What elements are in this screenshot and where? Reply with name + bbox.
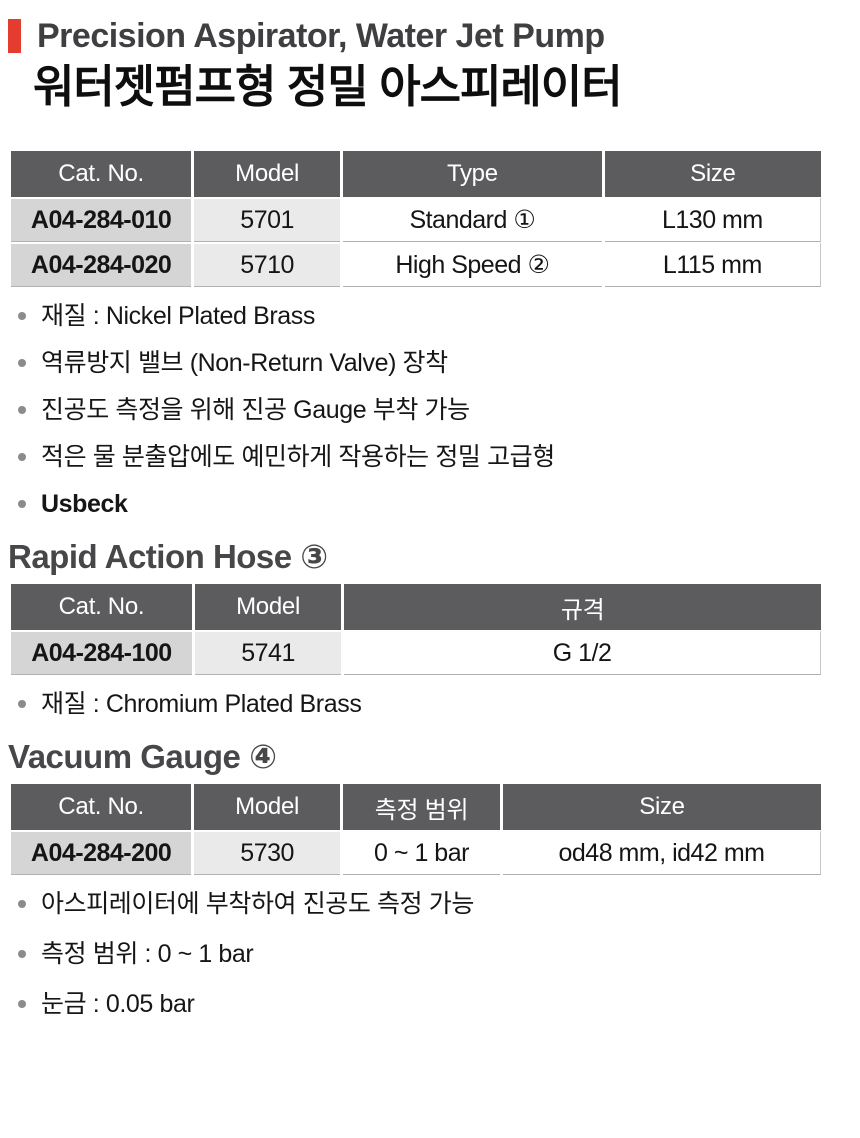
- cat-no-cell: A04-284-200: [11, 830, 192, 875]
- gauge-section-title: Vacuum Gauge ④: [8, 738, 277, 775]
- column-header-size: Size: [502, 784, 821, 830]
- table-row: A04-284-020 5710 High Speed ② L115 mm: [11, 242, 821, 287]
- page-header: Precision Aspirator, Water Jet Pump: [8, 16, 824, 56]
- list-item: 아스피레이터에 부착하여 진공도 측정 가능: [18, 890, 824, 918]
- list-item: 진공도 측정을 위해 진공 Gauge 부착 가능: [18, 396, 824, 424]
- size-cell: L130 mm: [604, 197, 821, 242]
- model-cell: 5710: [194, 242, 340, 287]
- spec-cell: G 1/2: [344, 630, 821, 675]
- aspirator-feature-list: 재질 : Nickel Plated Brass 역류방지 밸브 (Non-Re…: [8, 302, 824, 518]
- accent-bar: [8, 19, 21, 53]
- column-header-model: Model: [194, 784, 340, 830]
- cat-no-cell: A04-284-020: [11, 242, 192, 287]
- list-item: 재질 : Chromium Plated Brass: [18, 690, 824, 718]
- model-cell: 5741: [194, 630, 342, 675]
- type-cell: Standard ①: [343, 197, 602, 242]
- table-header-row: Cat. No. Model Type Size: [11, 151, 821, 197]
- list-item: 측정 범위 : 0 ~ 1 bar: [18, 940, 824, 968]
- aspirator-spec-table: Cat. No. Model Type Size A04-284-010 570…: [8, 151, 824, 287]
- column-header-model: Model: [194, 584, 342, 630]
- column-header-cat-no: Cat. No.: [11, 584, 192, 630]
- model-cell: 5730: [194, 830, 340, 875]
- column-header-spec: 규격: [344, 584, 821, 630]
- list-item: 역류방지 밸브 (Non-Return Valve) 장착: [18, 349, 824, 377]
- hose-section-title: Rapid Action Hose ③: [8, 538, 328, 575]
- page-title-english: Precision Aspirator, Water Jet Pump: [37, 17, 605, 55]
- cat-no-cell: A04-284-100: [11, 630, 192, 675]
- table-header-row: Cat. No. Model 측정 범위 Size: [11, 784, 821, 830]
- column-header-model: Model: [194, 151, 340, 197]
- table-row: A04-284-010 5701 Standard ① L130 mm: [11, 197, 821, 242]
- gauge-feature-list: 아스피레이터에 부착하여 진공도 측정 가능 측정 범위 : 0 ~ 1 bar…: [8, 890, 824, 1018]
- list-item: 재질 : Nickel Plated Brass: [18, 302, 824, 330]
- column-header-cat-no: Cat. No.: [11, 784, 192, 830]
- size-cell: L115 mm: [604, 242, 821, 287]
- list-item: 눈금 : 0.05 bar: [18, 990, 824, 1018]
- column-header-type: Type: [343, 151, 602, 197]
- hose-feature-list: 재질 : Chromium Plated Brass: [8, 690, 824, 718]
- cat-no-cell: A04-284-010: [11, 197, 192, 242]
- catalog-page: Precision Aspirator, Water Jet Pump 워터젯펌…: [8, 16, 824, 1018]
- table-header-row: Cat. No. Model 규격: [11, 584, 821, 630]
- model-cell: 5701: [194, 197, 340, 242]
- type-cell: High Speed ②: [343, 242, 602, 287]
- hose-spec-table: Cat. No. Model 규격 A04-284-100 5741 G 1/2: [8, 584, 824, 675]
- list-item-brand: Usbeck: [18, 490, 824, 518]
- page-title-korean: 워터젯펌프형 정밀 아스피레이터: [33, 61, 623, 112]
- column-header-size: Size: [604, 151, 821, 197]
- gauge-spec-table: Cat. No. Model 측정 범위 Size A04-284-200 57…: [8, 784, 824, 875]
- column-header-range: 측정 범위: [343, 784, 500, 830]
- size-cell: od48 mm, id42 mm: [502, 830, 821, 875]
- column-header-cat-no: Cat. No.: [11, 151, 192, 197]
- list-item: 적은 물 분출압에도 예민하게 작용하는 정밀 고급형: [18, 443, 824, 471]
- table-row: A04-284-200 5730 0 ~ 1 bar od48 mm, id42…: [11, 830, 821, 875]
- table-row: A04-284-100 5741 G 1/2: [11, 630, 821, 675]
- range-cell: 0 ~ 1 bar: [343, 830, 500, 875]
